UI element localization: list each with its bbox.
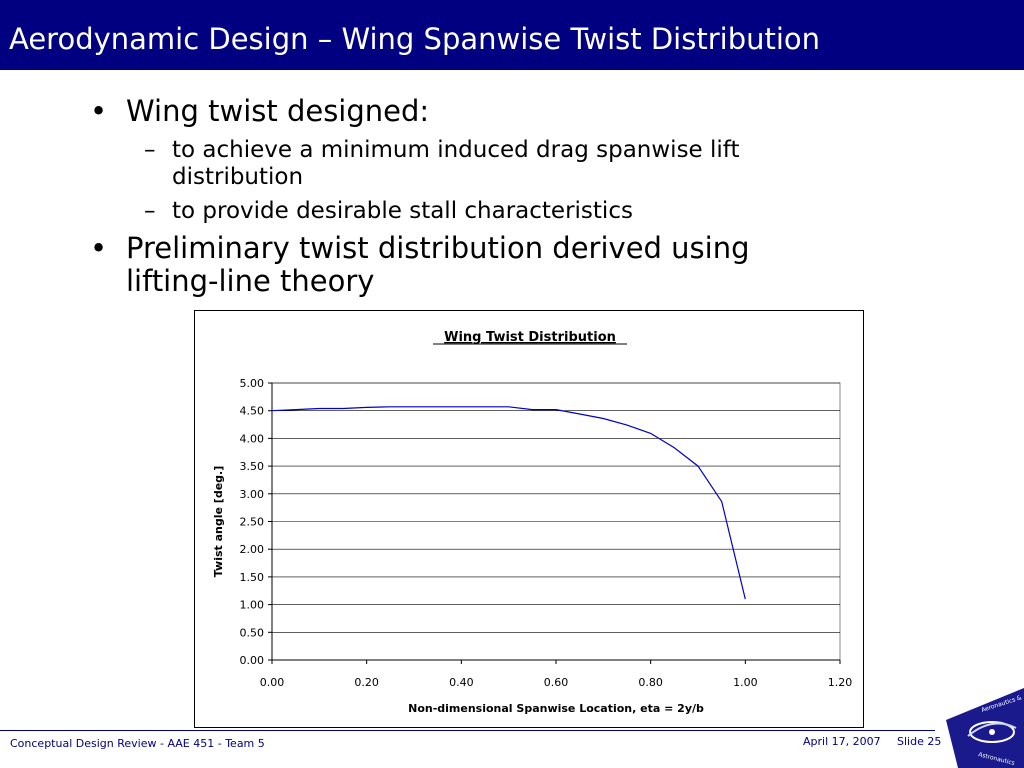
slide-title: Aerodynamic Design – Wing Spanwise Twist…	[9, 22, 821, 56]
logo-swoosh	[967, 722, 1017, 737]
x-tick-label: 0.80	[638, 676, 663, 689]
sub-bullet-dash: –	[144, 198, 156, 224]
bullet-2-line2: lifting-line theory	[126, 264, 375, 298]
twist-chart: 0.00 0.50 1.00 1.50 2.00 2.50 3.00 3.50 4.00 4.50…	[194, 310, 864, 728]
bullet-1-text: Wing twist designed:	[126, 94, 430, 128]
y-tick-label: 2.50	[240, 516, 265, 529]
aae-logo: Aeronautics & Astronautics	[946, 688, 1024, 768]
logo-center	[989, 729, 995, 735]
y-tick-label: 4.50	[240, 405, 265, 418]
x-tick-label: 1.00	[733, 676, 758, 689]
footer-slide-number: Slide 25	[897, 735, 942, 748]
x-tick-label: 0.20	[354, 676, 379, 689]
y-tick-label: 2.00	[240, 543, 265, 556]
y-tick-label: 1.50	[240, 571, 265, 584]
sub-bullet-1-line1: to achieve a minimum induced drag spanwi…	[172, 137, 740, 163]
sub-bullet-dash: –	[144, 137, 156, 163]
footer-course: Conceptual Design Review - AAE 451 - Tea…	[10, 737, 265, 750]
logo-background	[946, 688, 1024, 768]
y-tick-label: 0.50	[240, 626, 265, 639]
x-tick-label: 0.40	[449, 676, 474, 689]
y-tick-label: 5.00	[240, 377, 265, 390]
title-bar: Aerodynamic Design – Wing Spanwise Twist…	[0, 0, 1024, 70]
y-tick-label: 3.50	[240, 460, 265, 473]
y-tick-label: 1.00	[240, 599, 265, 612]
footer-date: April 17, 2007	[803, 735, 881, 748]
y-tick-label: 0.00	[240, 654, 265, 667]
bullet-dot: •	[90, 231, 108, 265]
logo-ring	[969, 721, 1015, 743]
x-axis-label: Non-dimensional Spanwise Location, eta =…	[408, 702, 704, 715]
x-tick-label: 0.00	[260, 676, 285, 689]
x-tick-label: 1.20	[828, 676, 853, 689]
bullet-dot: •	[90, 94, 108, 128]
series-line-0	[271, 406, 746, 600]
bullet-2-line1: Preliminary twist distribution derived u…	[126, 231, 750, 265]
footer-divider	[0, 730, 935, 731]
x-tick-label: 0.60	[544, 676, 569, 689]
sub-bullet-1-line2: distribution	[172, 164, 304, 190]
chart-svg: 0.00 0.50 1.00 1.50 2.00 2.50 3.00 3.50 4.00 4.50…	[212, 330, 853, 715]
chart-title: Wing Twist Distribution	[444, 330, 616, 345]
sub-bullet-2-text: to provide desirable stall characteristi…	[172, 198, 633, 224]
y-axis-label: Twist angle [deg.]	[212, 466, 225, 578]
bullet-list: • Wing twist designed: – to achieve a mi…	[0, 0, 1024, 310]
y-tick-label: 3.00	[240, 488, 265, 501]
y-tick-label: 4.00	[240, 432, 265, 445]
